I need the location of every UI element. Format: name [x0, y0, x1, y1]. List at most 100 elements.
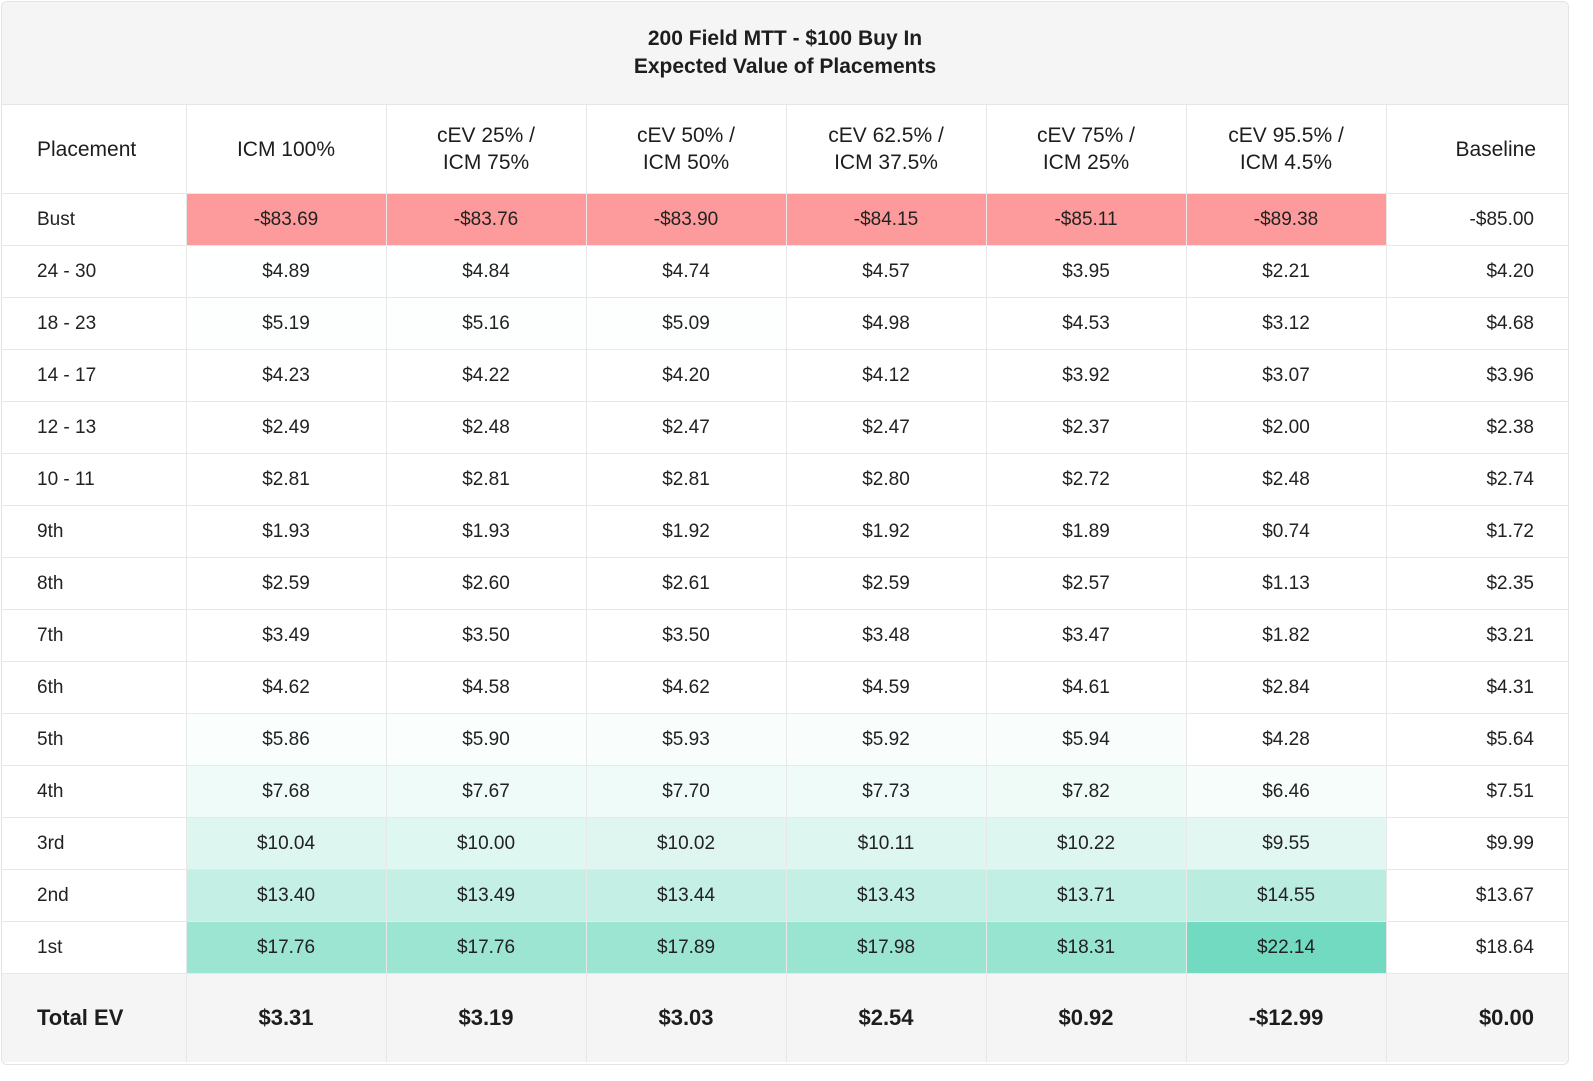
table-title: 200 Field MTT - $100 Buy In Expected Val…: [2, 2, 1568, 105]
ev-cell: $7.67: [385, 765, 587, 818]
ev-cell: $3.48: [785, 609, 987, 662]
ev-cell: $3.95: [985, 245, 1187, 298]
ev-cell: $18.31: [985, 921, 1187, 974]
ev-cell: $2.81: [385, 453, 587, 506]
total-ev-value: -$12.99: [1185, 973, 1387, 1062]
baseline-cell: $3.21: [1385, 609, 1568, 662]
ev-table: Placement ICM 100% cEV 25% / ICM 75% cEV 50%…: [2, 105, 1568, 1062]
ev-cell: $2.72: [985, 453, 1187, 506]
column-header: cEV 50% / ICM 50%: [585, 105, 787, 194]
ev-cell: $17.76: [385, 921, 587, 974]
ev-cell: $3.49: [185, 609, 387, 662]
ev-cell: $1.93: [385, 505, 587, 558]
ev-cell: $2.81: [585, 453, 787, 506]
ev-cell: $13.44: [585, 869, 787, 922]
ev-cell: $3.50: [385, 609, 587, 662]
baseline-cell: $7.51: [1385, 765, 1568, 818]
ev-cell: $1.93: [185, 505, 387, 558]
column-header: cEV 25% / ICM 75%: [385, 105, 587, 194]
column-header-line: ICM 37.5%: [834, 151, 938, 174]
ev-cell: $13.71: [985, 869, 1187, 922]
ev-cell: $1.13: [1185, 557, 1387, 610]
column-header-line: ICM 100%: [236, 137, 336, 161]
ev-cell: $0.74: [1185, 505, 1387, 558]
column-header-line: Baseline: [1455, 137, 1536, 161]
total-ev-value: $0.00: [1385, 973, 1568, 1062]
ev-cell: $7.70: [585, 765, 787, 818]
total-ev-value: $0.92: [985, 973, 1187, 1062]
table-row: 18 - 23 $5.19 $5.16 $5.09 $4.98 $4.53 $3.12 $4.…: [2, 297, 1568, 350]
ev-cell: $10.11: [785, 817, 987, 870]
ev-cell: $5.86: [185, 713, 387, 766]
baseline-cell: $9.99: [1385, 817, 1568, 870]
ev-cell: $3.92: [985, 349, 1187, 402]
placement-label: 4th: [2, 765, 187, 818]
placement-label: 10 - 11: [2, 453, 187, 506]
total-ev-value: $3.03: [585, 973, 787, 1062]
ev-cell: $2.49: [185, 401, 387, 454]
placement-label: 9th: [2, 505, 187, 558]
baseline-cell: $2.38: [1385, 401, 1568, 454]
ev-cell: $5.09: [585, 297, 787, 350]
table-row: 4th $7.68 $7.67 $7.70 $7.73 $7.82 $6.46 $7.51: [2, 765, 1568, 818]
ev-cell: $2.57: [985, 557, 1187, 610]
column-header-line: cEV 62.5% /: [828, 124, 944, 147]
ev-cell: $4.62: [185, 661, 387, 714]
table-title-line-1: 200 Field MTT - $100 Buy In: [647, 27, 923, 50]
ev-cell: $13.49: [385, 869, 587, 922]
placement-label: 18 - 23: [2, 297, 187, 350]
ev-cell: $13.43: [785, 869, 987, 922]
column-header-line: cEV 25% /: [436, 124, 536, 147]
ev-cell: $1.92: [785, 505, 987, 558]
table-row: 10 - 11 $2.81 $2.81 $2.81 $2.80 $2.72 $2.48 $2.…: [2, 453, 1568, 506]
baseline-cell: $5.64: [1385, 713, 1568, 766]
table-footer: Total EV $3.31 $3.19 $3.03 $2.54 $0.92 -$12.99…: [2, 973, 1568, 1062]
ev-cell: $10.00: [385, 817, 587, 870]
column-header: cEV 75% / ICM 25%: [985, 105, 1187, 194]
ev-cell: $3.07: [1185, 349, 1387, 402]
ev-cell: $4.98: [785, 297, 987, 350]
placement-label: 6th: [2, 661, 187, 714]
ev-cell: $17.98: [785, 921, 987, 974]
ev-cell: $6.46: [1185, 765, 1387, 818]
placement-label: 8th: [2, 557, 187, 610]
table-row: 5th $5.86 $5.90 $5.93 $5.92 $5.94 $4.28 $5.64: [2, 713, 1568, 766]
table-row: 24 - 30 $4.89 $4.84 $4.74 $4.57 $3.95 $2.21 $4.…: [2, 245, 1568, 298]
ev-cell: $2.81: [185, 453, 387, 506]
placement-label: 7th: [2, 609, 187, 662]
ev-cell: -$83.90: [585, 193, 787, 246]
column-header-line: ICM 4.5%: [1239, 151, 1333, 174]
placement-label: 2nd: [2, 869, 187, 922]
column-header: cEV 95.5% / ICM 4.5%: [1185, 105, 1387, 194]
table-row: 14 - 17 $4.23 $4.22 $4.20 $4.12 $3.92 $3.07 $3.…: [2, 349, 1568, 402]
ev-cell: $2.84: [1185, 661, 1387, 714]
ev-cell: $4.53: [985, 297, 1187, 350]
baseline-cell: $13.67: [1385, 869, 1568, 922]
placement-label: 24 - 30: [2, 245, 187, 298]
column-header-line: ICM 25%: [1042, 151, 1130, 174]
baseline-cell: $2.74: [1385, 453, 1568, 506]
baseline-cell: -$85.00: [1385, 193, 1568, 246]
ev-cell: -$83.76: [385, 193, 587, 246]
ev-cell: $10.04: [185, 817, 387, 870]
ev-cell: -$83.69: [185, 193, 387, 246]
baseline-cell: $3.96: [1385, 349, 1568, 402]
ev-cell: $2.37: [985, 401, 1187, 454]
ev-cell: $5.90: [385, 713, 587, 766]
ev-cell: $4.20: [585, 349, 787, 402]
column-header: ICM 100%: [185, 105, 387, 194]
ev-cell: $4.59: [785, 661, 987, 714]
table-row: 6th $4.62 $4.58 $4.62 $4.59 $4.61 $2.84 $4.31: [2, 661, 1568, 714]
table-row: 12 - 13 $2.49 $2.48 $2.47 $2.47 $2.37 $2.00 $2.…: [2, 401, 1568, 454]
ev-cell: $1.82: [1185, 609, 1387, 662]
ev-cell: $4.22: [385, 349, 587, 402]
ev-table-card: 200 Field MTT - $100 Buy In Expected Val…: [1, 1, 1569, 1065]
column-header-line: cEV 50% /: [636, 124, 736, 147]
total-ev-value: $3.31: [185, 973, 387, 1062]
ev-cell: $2.48: [1185, 453, 1387, 506]
placement-label: 14 - 17: [2, 349, 187, 402]
baseline-cell: $18.64: [1385, 921, 1568, 974]
total-ev-value: $2.54: [785, 973, 987, 1062]
placement-label: 12 - 13: [2, 401, 187, 454]
ev-cell: $5.94: [985, 713, 1187, 766]
